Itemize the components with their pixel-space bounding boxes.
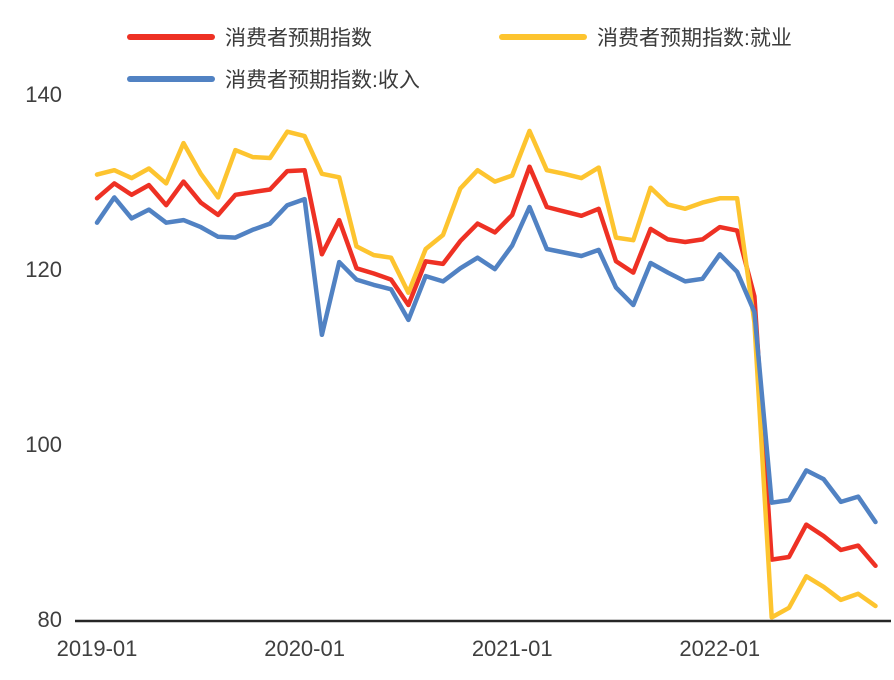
legend-item-expectation: 消费者预期指数 — [127, 22, 372, 52]
legend-item-income: 消费者预期指数:收入 — [127, 64, 420, 94]
legend-item-employment: 消费者预期指数:就业 — [499, 22, 792, 52]
y-tick-140: 140 — [25, 82, 62, 107]
y-tick-80: 80 — [37, 607, 62, 632]
x-tick-2019-01: 2019-01 — [56, 636, 138, 661]
y-tick-100: 100 — [25, 432, 62, 457]
legend-label-expectation: 消费者预期指数 — [225, 27, 372, 50]
legend-label-employment: 消费者预期指数:就业 — [597, 27, 792, 50]
series-line-2 — [94, 195, 878, 525]
legend-line-red — [127, 34, 215, 40]
legend-line-yellow — [499, 34, 587, 40]
x-tick-2020-01: 2020-01 — [264, 636, 345, 661]
series-line-1 — [94, 128, 878, 620]
legend-line-blue — [127, 76, 215, 82]
legend-label-income: 消费者预期指数:收入 — [225, 69, 420, 92]
x-tick-2021-01: 2021-01 — [471, 636, 553, 661]
x-tick-2022-01: 2022-01 — [679, 636, 761, 661]
y-tick-120: 120 — [25, 257, 62, 282]
